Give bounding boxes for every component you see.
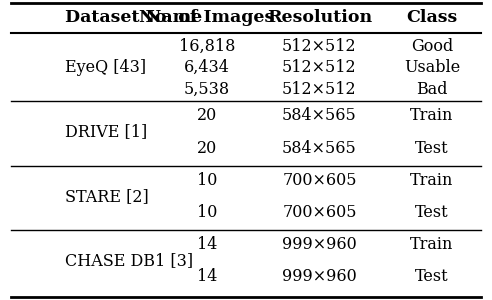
- Text: DRIVE [1]: DRIVE [1]: [65, 124, 147, 140]
- Text: Train: Train: [410, 236, 454, 253]
- Text: 512×512: 512×512: [282, 81, 357, 98]
- Text: Good: Good: [411, 38, 453, 55]
- Text: 512×512: 512×512: [282, 38, 357, 55]
- Text: 512×512: 512×512: [282, 59, 357, 76]
- Text: Train: Train: [410, 107, 454, 124]
- Text: Train: Train: [410, 172, 454, 189]
- Text: Resolution: Resolution: [267, 9, 372, 26]
- Text: CHASE DB1 [3]: CHASE DB1 [3]: [65, 252, 193, 269]
- Text: Test: Test: [415, 268, 449, 285]
- Text: Usable: Usable: [404, 59, 460, 76]
- Text: 14: 14: [197, 268, 217, 285]
- Text: Bad: Bad: [416, 81, 448, 98]
- Text: 700×605: 700×605: [282, 204, 357, 221]
- Text: 20: 20: [197, 140, 217, 157]
- Text: Test: Test: [415, 140, 449, 157]
- Text: Dataset Name: Dataset Name: [65, 9, 202, 26]
- Text: 6,434: 6,434: [184, 59, 230, 76]
- Text: 999×960: 999×960: [282, 268, 357, 285]
- Text: STARE [2]: STARE [2]: [65, 188, 149, 205]
- Text: 10: 10: [197, 172, 217, 189]
- Text: Test: Test: [415, 204, 449, 221]
- Text: 16,818: 16,818: [179, 38, 235, 55]
- Text: 584×565: 584×565: [282, 140, 357, 157]
- Text: 5,538: 5,538: [184, 81, 230, 98]
- Text: EyeQ [43]: EyeQ [43]: [65, 59, 146, 76]
- Text: 20: 20: [197, 107, 217, 124]
- Text: 999×960: 999×960: [282, 236, 357, 253]
- Text: 700×605: 700×605: [282, 172, 357, 189]
- Text: No. of Images: No. of Images: [139, 9, 275, 26]
- Text: 10: 10: [197, 204, 217, 221]
- Text: 584×565: 584×565: [282, 107, 357, 124]
- Text: Class: Class: [406, 9, 458, 26]
- Text: 14: 14: [197, 236, 217, 253]
